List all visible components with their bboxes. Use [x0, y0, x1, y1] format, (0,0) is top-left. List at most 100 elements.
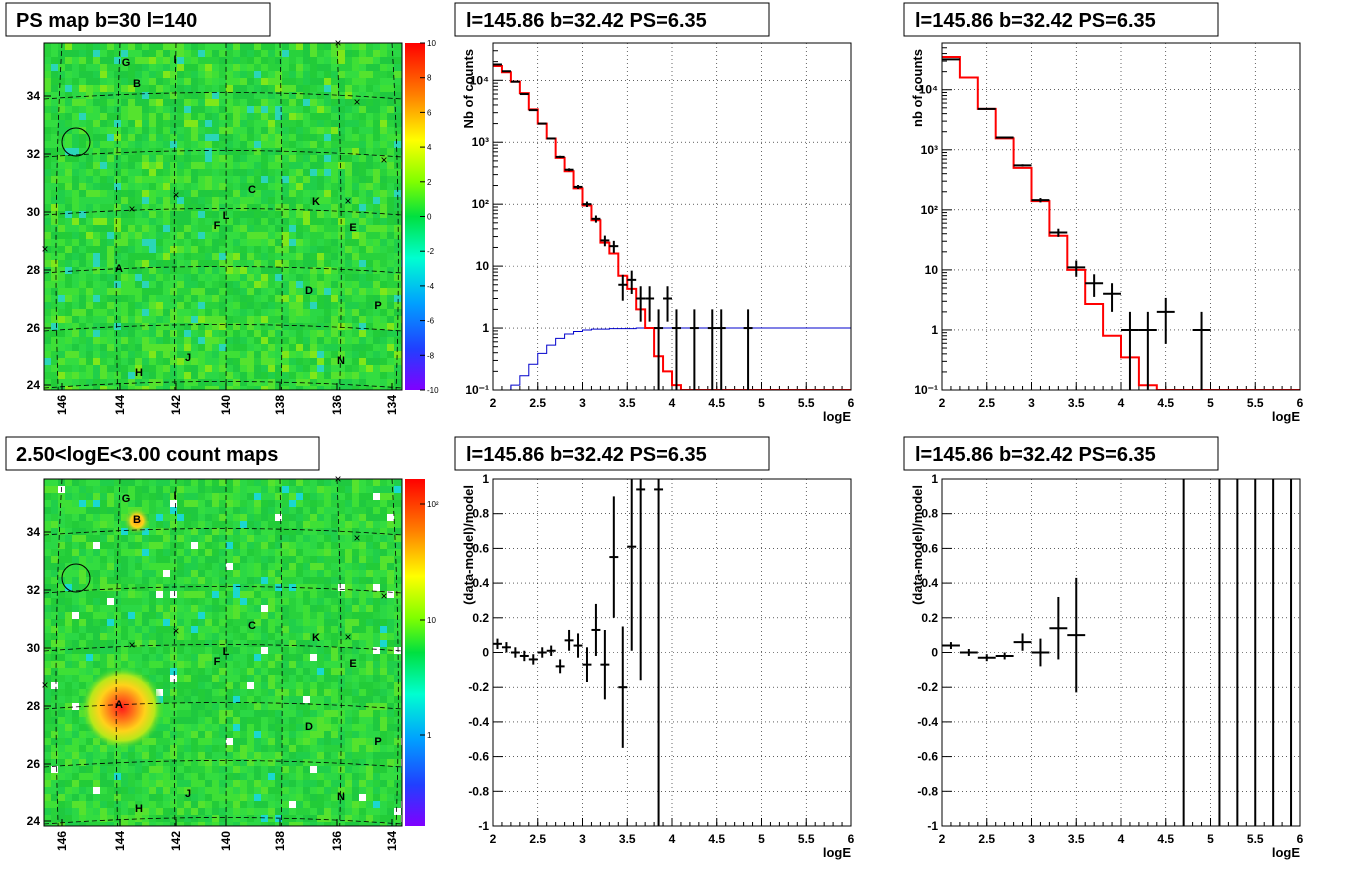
map-pixel	[317, 113, 324, 120]
map-pixel	[156, 682, 163, 689]
map-pixel	[163, 57, 170, 64]
map-pixel	[86, 619, 93, 626]
map-pixel	[58, 344, 65, 351]
map-pixel	[107, 169, 114, 176]
map-pixel	[86, 302, 93, 309]
map-pixel	[380, 514, 387, 521]
map-pixel	[310, 274, 317, 281]
map-pixel	[163, 358, 170, 365]
map-pixel	[394, 190, 401, 197]
map-pixel	[289, 211, 296, 218]
map-x-tick-label: 134	[385, 395, 399, 415]
map-pixel	[282, 619, 289, 626]
map-pixel	[303, 274, 310, 281]
map-pixel	[65, 668, 72, 675]
map-pixel	[338, 57, 345, 64]
map-pixel	[177, 337, 184, 344]
map-pixel	[359, 689, 366, 696]
map-pixel	[345, 542, 352, 549]
map-pixel	[394, 500, 401, 507]
map-pixel	[394, 479, 401, 486]
map-pixel	[142, 50, 149, 57]
map-pixel	[247, 155, 254, 162]
map-pixel	[247, 309, 254, 316]
map-pixel	[121, 176, 128, 183]
map-pixel	[86, 190, 93, 197]
map-pixel	[219, 780, 226, 787]
map-pixel	[275, 232, 282, 239]
map-pixel	[114, 577, 121, 584]
map-pixel	[345, 500, 352, 507]
map-pixel	[387, 605, 394, 612]
map-pixel	[282, 169, 289, 176]
map-pixel	[338, 204, 345, 211]
map-pixel	[254, 647, 261, 654]
map-pixel	[324, 127, 331, 134]
map-pixel	[58, 372, 65, 379]
map-pixel	[331, 696, 338, 703]
map-pixel	[275, 50, 282, 57]
map-pixel	[72, 577, 79, 584]
map-pixel	[86, 351, 93, 358]
map-pixel	[352, 253, 359, 260]
map-pixel	[149, 113, 156, 120]
map-pixel	[184, 85, 191, 92]
map-pixel	[373, 260, 380, 267]
map-pixel	[303, 64, 310, 71]
map-pixel	[240, 745, 247, 752]
map-pixel	[247, 661, 254, 668]
map-pixel	[135, 225, 142, 232]
map-pixel	[303, 295, 310, 302]
map-pixel	[191, 176, 198, 183]
map-pixel	[247, 232, 254, 239]
map-pixel	[324, 281, 331, 288]
map-pixel	[310, 640, 317, 647]
map-pixel	[177, 253, 184, 260]
map-pixel	[149, 99, 156, 106]
map-pixel	[254, 654, 261, 661]
map-pixel	[51, 738, 58, 745]
map-pixel	[380, 612, 387, 619]
map-pixel	[296, 92, 303, 99]
map-pixel	[79, 78, 86, 85]
map-pixel	[51, 127, 58, 134]
map-pixel	[387, 612, 394, 619]
map-pixel	[177, 134, 184, 141]
map-pixel	[135, 127, 142, 134]
map-pixel	[212, 570, 219, 577]
map-pixel	[177, 218, 184, 225]
map-pixel	[93, 232, 100, 239]
map-pixel	[282, 549, 289, 556]
map-pixel	[177, 127, 184, 134]
map-pixel	[205, 330, 212, 337]
map-pixel	[191, 528, 198, 535]
map-pixel	[170, 605, 177, 612]
map-pixel	[93, 127, 100, 134]
map-pixel	[198, 309, 205, 316]
map-pixel	[121, 288, 128, 295]
map-pixel	[184, 500, 191, 507]
map-pixel	[254, 563, 261, 570]
map-pixel	[72, 50, 79, 57]
map-pixel	[163, 43, 170, 50]
map-pixel	[205, 50, 212, 57]
map-pixel	[219, 626, 226, 633]
map-pixel	[65, 176, 72, 183]
map-pixel	[303, 710, 310, 717]
map-pixel	[275, 766, 282, 773]
map-pixel	[387, 337, 394, 344]
map-pixel	[128, 647, 135, 654]
map-pixel	[268, 766, 275, 773]
map-pixel	[72, 675, 79, 682]
map-pixel	[324, 316, 331, 323]
map-pixel	[296, 141, 303, 148]
map-pixel	[394, 521, 401, 528]
map-pixel	[219, 113, 226, 120]
map-pixel	[149, 239, 156, 246]
map-pixel	[51, 493, 58, 500]
map-pixel	[121, 605, 128, 612]
map-pixel	[331, 288, 338, 295]
map-pixel	[212, 295, 219, 302]
map-pixel	[212, 773, 219, 780]
